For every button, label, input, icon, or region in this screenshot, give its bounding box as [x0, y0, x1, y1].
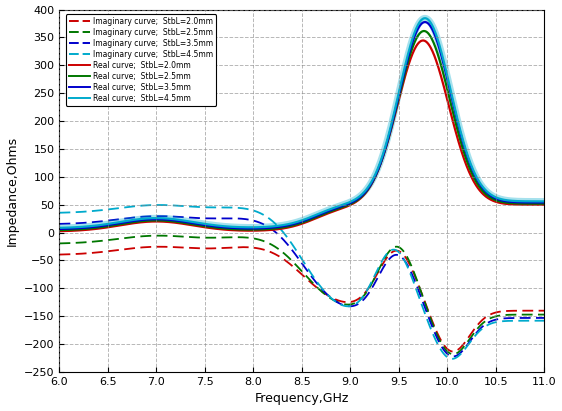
X-axis label: Frequency,GHz: Frequency,GHz: [255, 393, 349, 405]
Legend: Imaginary curve;  StbL=2.0mm, Imaginary curve;  StbL=2.5mm, Imaginary curve;  St: Imaginary curve; StbL=2.0mm, Imaginary c…: [66, 14, 216, 106]
Y-axis label: Impedance,Ohms: Impedance,Ohms: [6, 136, 19, 246]
